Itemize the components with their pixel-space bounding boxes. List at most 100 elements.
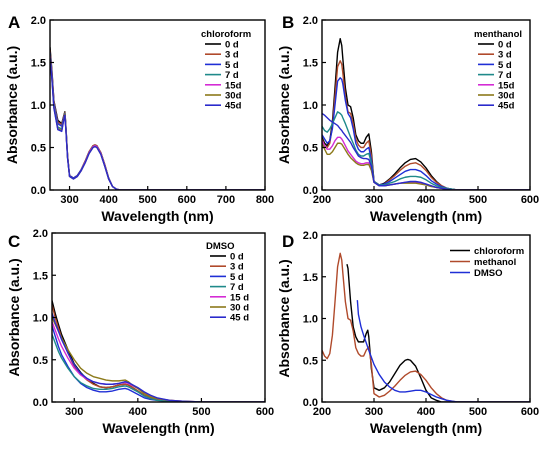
x-axis-title: Wavelength (nm) (101, 208, 213, 224)
y-tick-label: 0.5 (303, 355, 318, 367)
x-tick-label: 400 (129, 406, 147, 418)
series-line-5-d (52, 325, 265, 402)
y-tick-label: 1.5 (33, 270, 48, 282)
legend-label: 3 d (225, 50, 239, 61)
legend-label: 30d (498, 91, 515, 102)
legend-title: menthanol (474, 29, 522, 40)
y-axis-title: Absorbance (a.u.) (276, 259, 292, 377)
y-tick-label: 0.5 (303, 143, 318, 155)
x-tick-label: 300 (60, 194, 78, 206)
x-axis-title: Wavelength (nm) (370, 420, 482, 436)
legend-label: 45d (498, 101, 515, 112)
legend-label: methanol (474, 257, 516, 268)
legend-label: chloroform (474, 246, 524, 257)
y-tick-label: 2.0 (31, 15, 46, 27)
x-tick-label: 300 (365, 406, 383, 418)
series-line-30-d (52, 317, 265, 402)
y-tick-label: 0.5 (33, 355, 48, 367)
legend-title: DMSO (206, 241, 235, 252)
legend-label: 15d (498, 80, 515, 91)
x-tick-label: 300 (365, 194, 383, 206)
x-tick-label: 400 (417, 194, 435, 206)
legend-title: chloroform (201, 29, 251, 40)
y-axis-title: Absorbance (a.u.) (6, 258, 22, 376)
y-tick-label: 0.0 (31, 185, 46, 197)
series-line-DMSO (356, 300, 530, 402)
panel-letter: A (8, 13, 20, 32)
series-line-45-d (52, 313, 265, 402)
legend-label: 30 d (230, 303, 249, 314)
panel-letter: D (282, 232, 294, 251)
y-tick-label: 1.0 (31, 100, 46, 112)
y-tick-label: 1.0 (303, 100, 318, 112)
y-tick-label: 1.5 (31, 58, 46, 70)
legend-label: 45 d (230, 313, 249, 324)
x-tick-label: 200 (313, 406, 331, 418)
legend-label: 7 d (230, 282, 244, 293)
y-tick-label: 0.5 (31, 143, 46, 155)
y-tick-label: 1.5 (303, 272, 318, 284)
series-line-15-d (52, 321, 265, 402)
legend-label: 15 d (230, 292, 249, 303)
legend-label: 45d (225, 101, 242, 112)
x-tick-label: 700 (217, 194, 235, 206)
y-tick-label: 0.0 (33, 397, 48, 409)
legend-label: 3 d (498, 50, 512, 61)
series-group (322, 252, 530, 402)
y-axis-title: Absorbance (a.u.) (276, 46, 292, 164)
y-tick-label: 2.0 (303, 230, 318, 242)
panel-letter: C (8, 232, 20, 251)
legend-label: 0 d (225, 40, 239, 51)
x-tick-label: 400 (417, 406, 435, 418)
y-tick-label: 1.0 (33, 313, 48, 325)
y-tick-label: 0.0 (303, 185, 318, 197)
legend-label: DMSO (474, 268, 503, 279)
x-tick-label: 600 (178, 194, 196, 206)
x-tick-label: 800 (256, 194, 274, 206)
panel-C: C 300 400 500 600 0.0 0.5 1.0 1.5 2.0 Wavelength (… (6, 228, 274, 436)
x-tick-label: 500 (469, 194, 487, 206)
legend-label: 5 d (498, 60, 512, 71)
legend-label: 30d (225, 91, 242, 102)
series-line-45d (322, 112, 530, 190)
series-line-7-d (52, 334, 265, 402)
y-tick-label: 1.5 (303, 58, 318, 70)
x-tick-label: 600 (521, 406, 539, 418)
x-tick-label: 200 (313, 194, 331, 206)
legend-label: 7 d (225, 70, 239, 81)
legend-label: 5 d (230, 272, 244, 283)
series-line-30d (322, 142, 530, 190)
legend-label: 0 d (230, 252, 244, 263)
x-tick-label: 500 (139, 194, 157, 206)
legend-label: 5 d (225, 60, 239, 71)
legend-label: 0 d (498, 40, 512, 51)
legend-label: 3 d (230, 262, 244, 273)
series-line-chloroform (346, 264, 530, 402)
panel-D: D 200 300 400 500 600 0.0 0.5 1.0 1.5 2.0 Wavelengt… (276, 230, 539, 436)
legend-label: 7 d (498, 70, 512, 81)
y-tick-label: 2.0 (303, 15, 318, 27)
y-tick-label: 1.0 (303, 314, 318, 326)
x-tick-label: 600 (521, 194, 539, 206)
x-tick-label: 500 (469, 406, 487, 418)
panel-letter: B (282, 13, 294, 32)
x-tick-label: 300 (65, 406, 83, 418)
panel-B: B 200 300 400 500 600 0.0 0.5 1.0 1.5 2.0 Wavelengt… (276, 13, 539, 224)
series-group (322, 38, 530, 190)
x-tick-label: 500 (192, 406, 210, 418)
x-axis-title: Wavelength (nm) (102, 420, 214, 436)
x-tick-label: 400 (99, 194, 117, 206)
y-axis-title: Absorbance (a.u.) (4, 46, 20, 164)
y-tick-label: 0.0 (303, 397, 318, 409)
y-tick-label: 2.0 (33, 228, 48, 240)
panel-A: A 300 400 500 600 700 800 0.0 0.5 1.0 1.5 2.0 Wavele… (4, 13, 274, 224)
x-tick-label: 600 (256, 406, 274, 418)
legend-label: 15d (225, 80, 242, 91)
x-axis-title: Wavelength (nm) (370, 208, 482, 224)
series-group (52, 300, 265, 402)
